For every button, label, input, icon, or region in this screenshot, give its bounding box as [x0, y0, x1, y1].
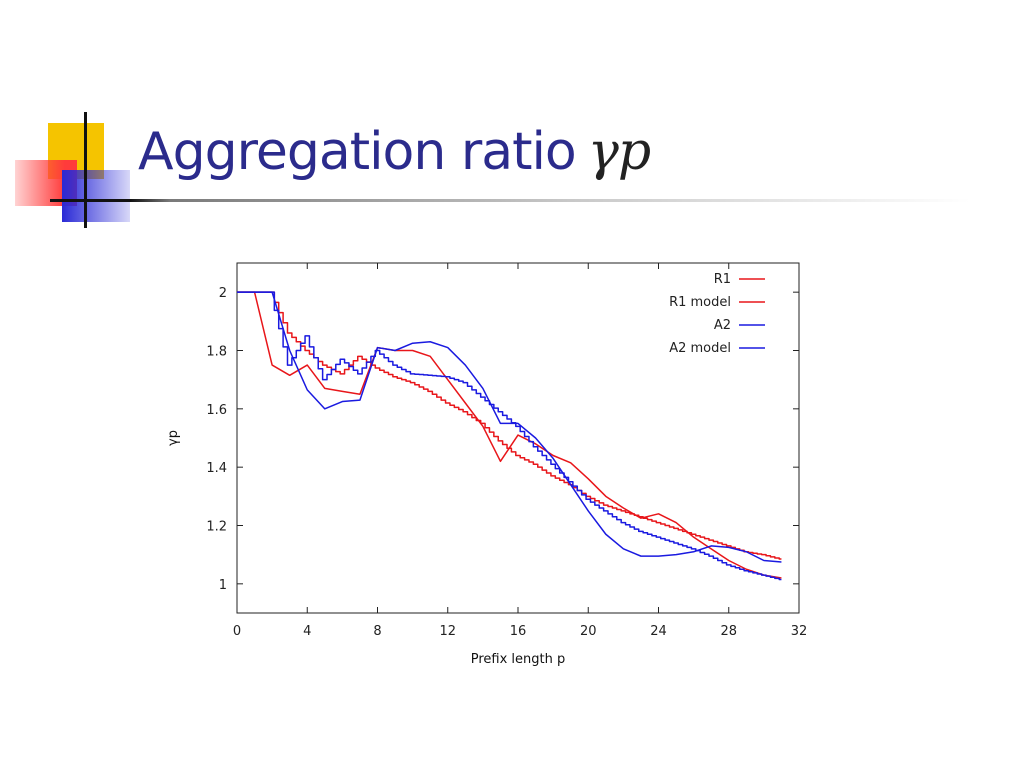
- x-tick-label: 8: [373, 624, 381, 639]
- x-axis-label: Prefix length p: [471, 652, 566, 667]
- y-tick-label: 1.2: [206, 520, 227, 535]
- y-tick-label: 2: [219, 286, 227, 301]
- y-axis-label: γp: [166, 430, 181, 446]
- decor-title-underline: [50, 199, 970, 202]
- x-tick-label: 12: [439, 624, 456, 639]
- series-line-a2: [237, 291, 782, 563]
- slide-title-symbol: γp: [587, 122, 651, 182]
- y-tick-label: 1.8: [206, 345, 227, 360]
- y-tick-label: 1.6: [206, 403, 227, 418]
- decor-blue-square: [62, 170, 130, 222]
- y-tick-label: 1: [219, 578, 227, 593]
- series-line-r1-model: [236, 291, 782, 560]
- x-tick-label: 28: [720, 624, 737, 639]
- plot-frame: [236, 262, 800, 614]
- aggregation-ratio-chart: 0 4 8 12 16 20 24 28 32 1 1.2 1.4 1.6 1.8 2 Prefix leng…: [166, 262, 808, 667]
- x-tick-label: 4: [303, 624, 311, 639]
- y-tick-label: 1.4: [206, 461, 227, 476]
- series-line-a2-model: [236, 291, 782, 581]
- x-tick-label: 32: [791, 624, 808, 639]
- decor-vertical-line: [84, 112, 87, 228]
- x-tick-label: 16: [510, 624, 527, 639]
- legend-label-r1-model: R1 model: [669, 295, 731, 310]
- slide-title-text: Aggregation ratio: [138, 122, 577, 182]
- legend-label-a2: A2: [714, 318, 731, 333]
- legend-label-a2-model: A2 model: [669, 341, 731, 356]
- slide-title: Aggregation ratio γp: [138, 122, 651, 182]
- legend-label-r1: R1: [714, 272, 731, 287]
- x-tick-label: 20: [580, 624, 597, 639]
- x-tick-label: 0: [233, 624, 241, 639]
- x-tick-label: 24: [650, 624, 667, 639]
